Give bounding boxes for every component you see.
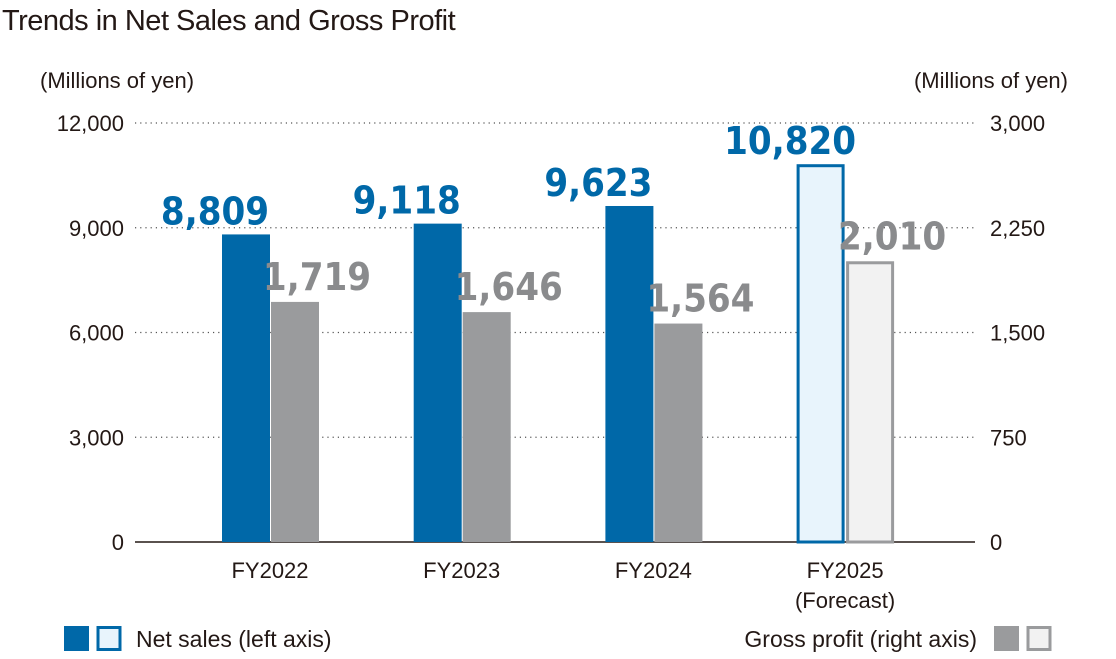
data-label-net-sales: 8,809	[161, 189, 269, 233]
y-tick-right: 0	[990, 530, 1002, 555]
data-label-net-sales: 9,118	[353, 179, 461, 223]
data-label-net-sales: 10,820	[724, 119, 856, 163]
y-axis-label-right: (Millions of yen)	[914, 68, 1068, 93]
data-label-gross-profit: 1,646	[455, 265, 563, 309]
legend-label-gross-profit: Gross profit (right axis)	[744, 626, 977, 652]
bar-net-sales	[605, 205, 654, 542]
y-tick-right: 750	[990, 425, 1027, 450]
x-tick-label: FY2022	[231, 558, 308, 583]
data-label-net-sales: 9,623	[544, 161, 652, 205]
y-tick-left: 0	[112, 530, 124, 555]
legend-swatch-gross-profit	[994, 626, 1019, 651]
bar-net-sales	[413, 223, 462, 543]
bar-gross-profit	[271, 301, 319, 542]
y-tick-right: 1,500	[990, 321, 1045, 346]
legend-swatch-gross-profit-forecast	[1026, 626, 1052, 651]
bar-gross-profit	[462, 312, 511, 542]
bar-gross-profit	[846, 261, 895, 544]
y-tick-left: 3,000	[69, 425, 124, 450]
bar-gross-profit	[654, 323, 703, 542]
chart-title: Trends in Net Sales and Gross Profit	[2, 5, 456, 37]
bar-net-sales	[796, 164, 845, 544]
y-axis-label-left: (Millions of yen)	[40, 68, 194, 93]
data-label-gross-profit: 2,010	[838, 214, 946, 258]
legend-label-net-sales: Net sales (left axis)	[136, 626, 332, 652]
y-tick-left: 9,000	[69, 216, 124, 241]
x-tick-label: FY2024	[615, 558, 692, 583]
x-tick-label: FY2025	[807, 558, 884, 583]
x-tick-label: FY2023	[423, 558, 500, 583]
y-tick-right: 3,000	[990, 111, 1045, 136]
y-tick-left: 12,000	[57, 111, 124, 136]
y-tick-left: 6,000	[69, 321, 124, 346]
y-tick-right: 2,250	[990, 216, 1045, 241]
data-label-gross-profit: 1,564	[646, 277, 754, 321]
data-label-gross-profit: 1,719	[263, 255, 371, 299]
x-tick-sublabel: (Forecast)	[795, 588, 895, 613]
legend-swatch-net-sales	[64, 626, 89, 651]
legend-swatch-net-sales-forecast	[96, 626, 122, 651]
bar-net-sales	[222, 234, 270, 543]
